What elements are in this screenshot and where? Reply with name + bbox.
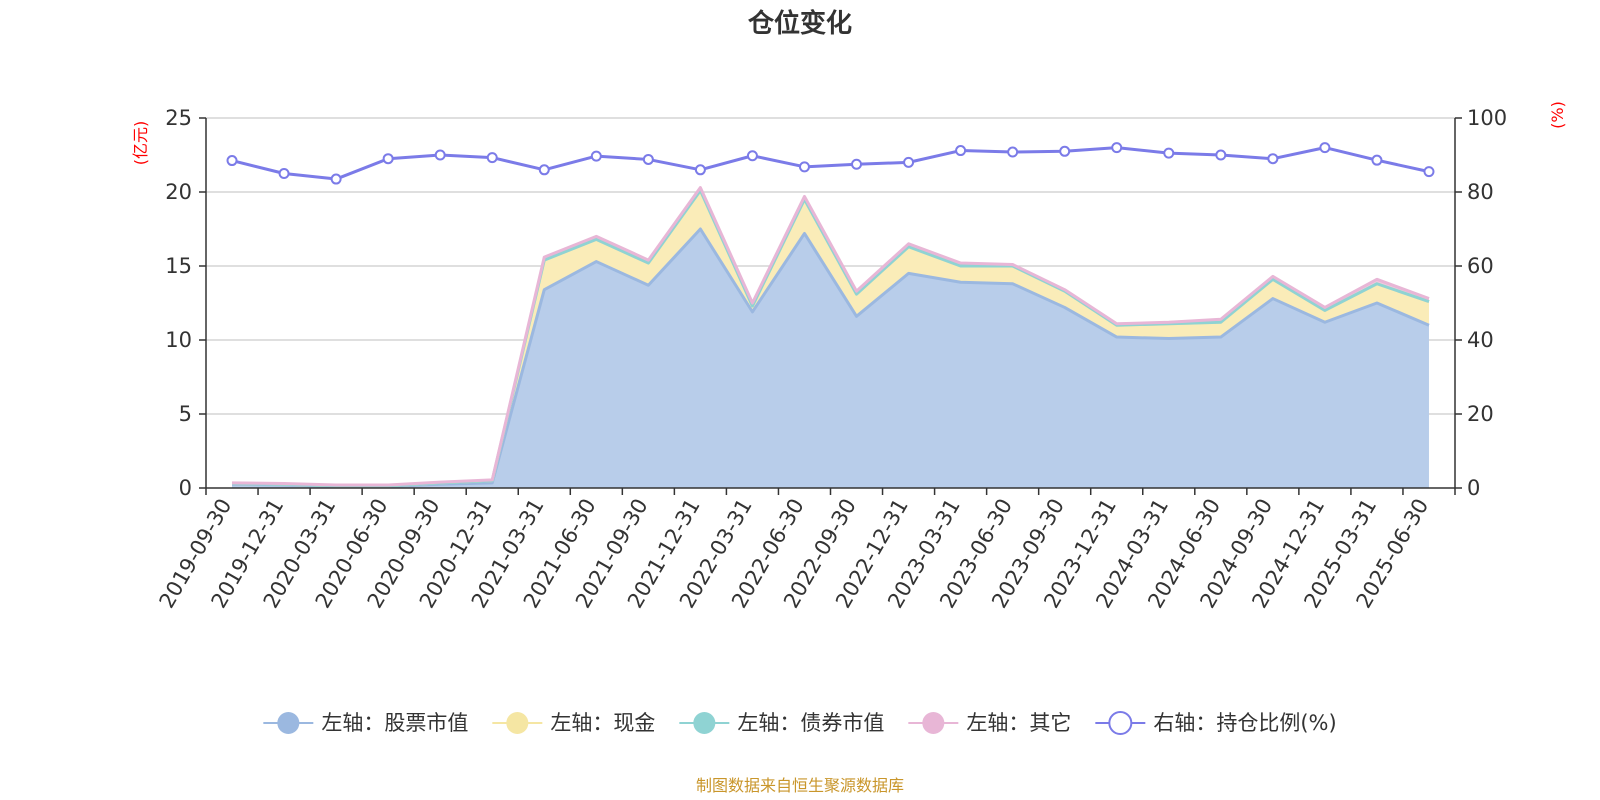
right-tick-label: 80 [1467,180,1494,204]
legend-item-1[interactable]: 左轴：现金 [492,711,655,735]
left-tick-label: 15 [165,254,192,278]
ratio-point[interactable] [1423,166,1435,178]
ratio-point[interactable] [1111,142,1123,154]
ratio-point[interactable] [746,150,758,162]
legend-item-2[interactable]: 左轴：债券市值 [679,711,884,735]
legend-label: 左轴：股票市值 [321,711,468,735]
legend-marker-icon [277,712,300,734]
legend-marker-icon [922,712,945,734]
stacked-areas [232,187,1429,488]
ratio-line [231,146,1430,181]
ratio-point[interactable] [642,153,654,165]
ratio-point[interactable] [1371,154,1383,166]
ratio-point[interactable] [1059,145,1071,157]
ratio-point[interactable] [1267,153,1279,165]
ratio-point[interactable] [1319,142,1331,154]
left-tick-label: 20 [165,180,192,204]
ratio-point[interactable] [851,158,863,170]
ratio-point[interactable] [382,153,394,165]
ratio-point[interactable] [798,161,810,173]
legend-marker-icon [506,712,529,734]
left-axis-unit: (亿元) [131,121,150,166]
legend-marker-icon [693,712,716,734]
ratio-point[interactable] [434,149,446,161]
ratio-point[interactable] [694,164,706,176]
ratio-point[interactable] [538,164,550,176]
legend-item-4[interactable]: 右轴：持仓比例(%) [1095,711,1337,735]
ratio-point[interactable] [590,150,602,162]
right-axis-unit: (%) [1548,101,1567,129]
ratio-point[interactable] [486,152,498,164]
legend[interactable]: 左轴：股票市值 左轴：现金 左轴：债券市值 左轴：其它 右轴：持仓比例(%) [263,711,1337,735]
ratio-point[interactable] [226,155,238,167]
series-line-3 [231,186,1430,487]
left-tick-label: 10 [165,328,192,352]
ratio-points [226,142,1435,185]
legend-item-3[interactable]: 左轴：其它 [908,711,1071,735]
legend-label: 左轴：其它 [966,711,1071,735]
data-source-note: 制图数据来自恒生聚源数据库 [696,776,904,795]
series-lines [231,146,1430,489]
left-tick-label: 5 [179,402,192,426]
legend-label: 右轴：持仓比例(%) [1153,711,1336,735]
ratio-point[interactable] [1007,146,1019,158]
ratio-point[interactable] [903,156,915,168]
left-tick-label: 0 [179,476,192,500]
ratio-point[interactable] [1215,149,1227,161]
ratio-point[interactable] [1163,147,1175,159]
right-tick-label: 40 [1467,328,1494,352]
area-0 [232,229,1429,488]
ratio-point[interactable] [955,145,967,157]
legend-label: 左轴：债券市值 [737,711,884,735]
right-tick-label: 60 [1467,254,1494,278]
left-tick-label: 25 [165,106,192,130]
legend-label: 左轴：现金 [550,711,655,735]
legend-marker-icon [1108,711,1133,735]
ratio-point[interactable] [330,173,342,185]
right-tick-label: 20 [1467,402,1494,426]
ratio-point[interactable] [278,168,290,179]
chart-title: 仓位变化 [747,8,852,39]
right-tick-label: 0 [1467,476,1480,500]
right-tick-label: 100 [1467,106,1507,130]
legend-item-0[interactable]: 左轴：股票市值 [263,711,468,735]
